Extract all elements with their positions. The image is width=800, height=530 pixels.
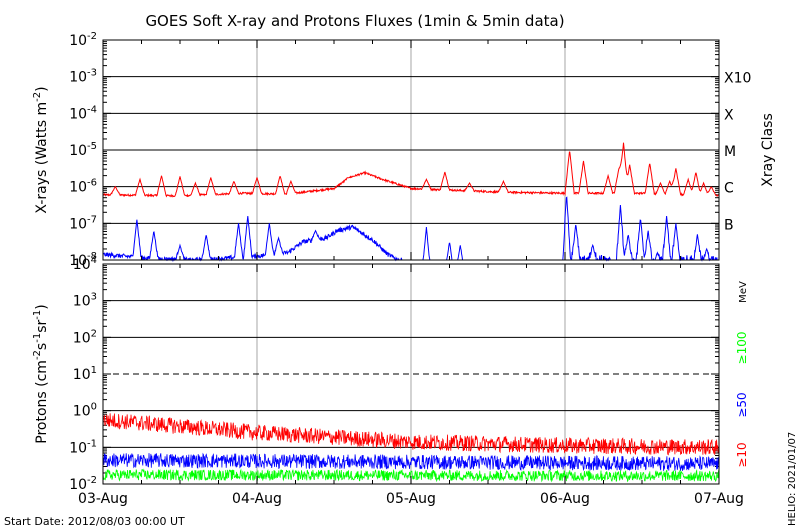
y-tick-label: 104 <box>73 255 97 273</box>
energy-unit-label: MeV <box>738 281 749 303</box>
proton-series <box>102 413 720 456</box>
y-tick-label: 103 <box>73 292 97 310</box>
xray-class-label: M <box>724 144 736 160</box>
xray-class-label: C <box>724 181 734 197</box>
xray-panel: 10-2 10-3 10-4 10-5 10-6 10-7 10-8 X10 X M C B Xray … <box>32 31 776 269</box>
x-tick-label: 07-Aug <box>694 491 744 507</box>
y-tick-label: 10-5 <box>69 141 97 159</box>
proton-series <box>102 468 719 483</box>
x-tick-label: 05-Aug <box>386 491 436 507</box>
y-tick-label: 10-2 <box>69 475 97 493</box>
xray-y-label: X-rays (Watts m-2) <box>32 86 50 213</box>
xray-class-label: X <box>724 107 734 123</box>
y-tick-label: 10-6 <box>69 178 97 196</box>
x-tick-label: 04-Aug <box>232 491 282 507</box>
chart-title: GOES Soft X-ray and Protons Fluxes (1min… <box>145 12 564 30</box>
y-tick-label: 10-2 <box>69 31 97 49</box>
x-tick-label: 03-Aug <box>78 491 128 507</box>
energy-legend-label: ≥50 <box>735 392 749 417</box>
y-tick-label: 10-7 <box>69 214 97 232</box>
right-axis-title: Xray Class <box>760 113 776 187</box>
y-tick-label: 102 <box>73 328 97 346</box>
y-tick-label: 10-1 <box>69 438 97 456</box>
y-tick-label: 10-3 <box>69 68 97 86</box>
proton-panel: 104 103 102 101 100 10-1 10-2 ≥10 ≥50 ≥100 MeV Prot… <box>32 255 749 493</box>
x-tick-label: 06-Aug <box>540 491 590 507</box>
y-tick-label: 10-4 <box>69 104 97 122</box>
energy-legend-label: ≥10 <box>735 442 749 467</box>
xray-class-label: B <box>724 217 734 233</box>
y-tick-label: 10-8 <box>69 251 97 269</box>
watermark: HELIO: 2021/01/07 <box>787 432 798 526</box>
y-tick-label: 100 <box>73 402 97 420</box>
xray-class-label: X10 <box>724 71 751 87</box>
proton-series <box>102 452 720 472</box>
proton-y-label: Protons (cm-2s-1sr-1) <box>32 304 50 443</box>
xray-long-series <box>102 142 719 198</box>
energy-legend-label: ≥100 <box>735 332 749 365</box>
y-tick-label: 101 <box>73 365 97 383</box>
start-date-label: Start Date: 2012/08/03 00:00 UT <box>4 515 185 528</box>
